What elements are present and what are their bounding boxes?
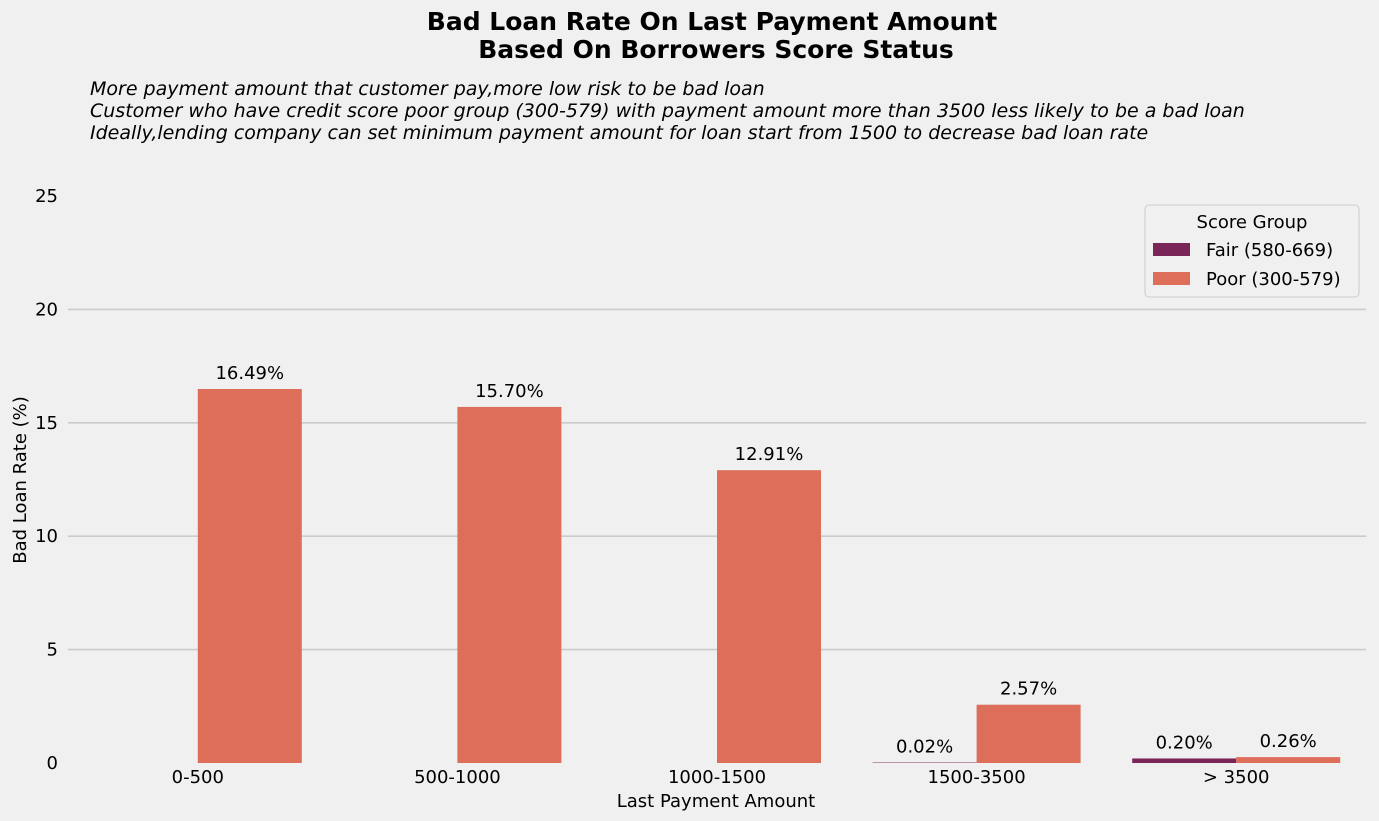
- x-axis-label: Last Payment Amount: [617, 791, 815, 812]
- x-tick-label: > 3500: [1203, 767, 1270, 788]
- y-tick-label: 0: [47, 753, 58, 774]
- chart-title-line-2: Based On Borrowers Score Status: [478, 35, 954, 64]
- legend-title: Score Group: [1197, 212, 1308, 233]
- x-tick-label: 0-500: [172, 767, 224, 788]
- data-label-poor-3: 2.57%: [1000, 679, 1057, 700]
- bar-poor-0: [197, 389, 302, 763]
- chart-subtitle-line-3: Ideally,lending company can set minimum …: [90, 122, 1148, 144]
- chart-title-line-1: Bad Loan Rate On Last Payment Amount: [427, 7, 997, 36]
- bar-fair-4: [1132, 758, 1237, 763]
- bar-poor-1: [457, 406, 562, 763]
- x-tick-label: 1500-3500: [928, 767, 1026, 788]
- y-tick-label: 10: [35, 526, 58, 547]
- chart-subtitle-line-2: Customer who have credit score poor grou…: [90, 100, 1245, 122]
- legend-swatch-poor: [1153, 272, 1190, 285]
- bar-poor-4: [1236, 757, 1341, 763]
- x-tick-label: 500-1000: [414, 767, 501, 788]
- data-labels: 16.49% 15.70% 12.91% 0.02% 2.57% 0.20% 0.26%: [215, 363, 1316, 758]
- data-label-fair-4: 0.20%: [1156, 732, 1213, 753]
- x-tick-label: 1000-1500: [668, 767, 766, 788]
- bar-poor-2: [717, 470, 821, 763]
- data-label-poor-4: 0.26%: [1260, 731, 1317, 752]
- data-label-poor-1: 15.70%: [475, 381, 544, 402]
- chart-subtitle-line-1: More payment amount that customer pay,mo…: [90, 78, 765, 100]
- y-axis-ticks: 0 5 10 15 20 25: [35, 186, 58, 774]
- y-tick-label: 5: [47, 640, 58, 661]
- bars: [197, 389, 1341, 763]
- legend-label-poor: Poor (300-579): [1206, 269, 1341, 290]
- legend-label-fair: Fair (580-669): [1206, 240, 1333, 261]
- data-label-poor-2: 12.91%: [735, 444, 804, 465]
- bar-poor-3: [976, 704, 1081, 763]
- y-tick-label: 25: [35, 186, 58, 207]
- legend-box: [1144, 204, 1360, 298]
- y-tick-label: 20: [35, 299, 58, 320]
- legend-swatch-fair: [1153, 243, 1190, 256]
- legend: Score Group Fair (580-669) Poor (300-579…: [1144, 204, 1360, 298]
- x-axis-ticks: 0-500 500-1000 1000-1500 1500-3500 > 3500: [172, 767, 1270, 788]
- y-tick-label: 15: [35, 413, 58, 434]
- y-axis-label: Bad Loan Rate (%): [10, 396, 31, 564]
- data-label-poor-0: 16.49%: [215, 363, 284, 384]
- data-label-fair-3: 0.02%: [896, 737, 953, 758]
